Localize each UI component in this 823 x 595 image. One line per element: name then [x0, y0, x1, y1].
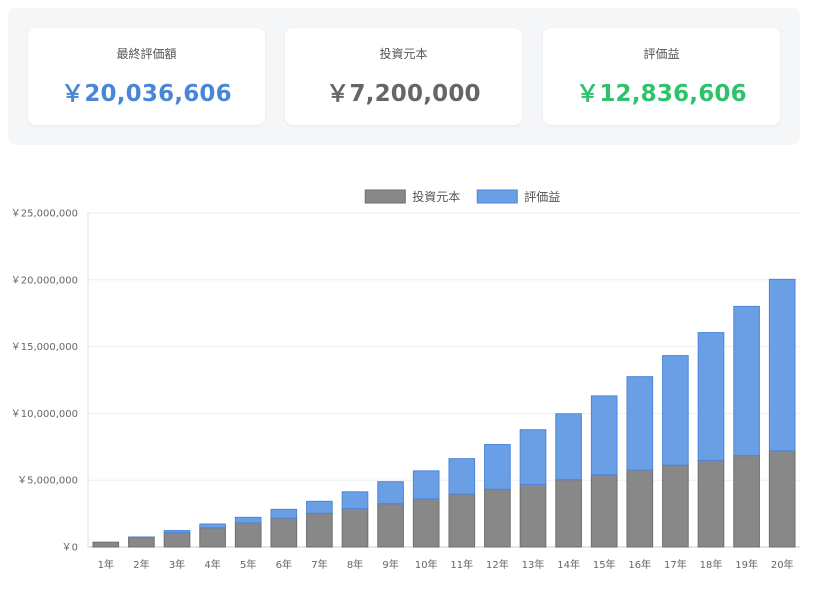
bar-principal — [412, 498, 440, 548]
bar-principal — [626, 469, 654, 548]
x-tick-label: 13年 — [522, 558, 545, 571]
principal-card: 投資元本 ￥7,200,000 — [285, 28, 522, 125]
x-tick-label: 7年 — [311, 558, 327, 571]
final-value-label: 最終評価額 — [116, 47, 177, 61]
bar-gain — [519, 429, 547, 485]
x-tick-label: 20年 — [771, 558, 794, 571]
bar-gain — [484, 444, 511, 490]
x-tick-label: 14年 — [557, 558, 580, 571]
principal-label: 投資元本 — [379, 47, 428, 61]
bar-principal — [519, 483, 547, 548]
x-tick-label: 11年 — [450, 558, 473, 571]
y-tick-label: ￥25,000,000 — [11, 209, 78, 220]
gain-label: 評価益 — [643, 47, 680, 61]
x-tick-label: 18年 — [700, 558, 723, 571]
legend-label-gain: 評価益 — [524, 189, 560, 204]
bar-principal — [484, 488, 511, 548]
legend-swatch-gain — [476, 189, 518, 204]
x-tick-label: 1年 — [98, 558, 114, 571]
final-value-amount: ￥20,036,606 — [61, 81, 232, 107]
x-tick-label: 2年 — [133, 558, 149, 571]
bar-principal — [92, 541, 120, 548]
bar-gain — [412, 470, 440, 500]
bar-gain — [768, 278, 796, 452]
bar-gain — [626, 376, 654, 471]
bar-gain — [733, 305, 760, 457]
bar-gain — [163, 530, 191, 534]
bar-principal — [270, 517, 298, 548]
y-tick-label: ￥5,000,000 — [17, 476, 78, 487]
x-tick-label: 19年 — [735, 558, 758, 571]
bar-principal — [555, 479, 582, 548]
bar-principal — [662, 464, 689, 548]
x-tick-label: 10年 — [415, 558, 438, 571]
bar-principal — [306, 512, 333, 548]
bar-gain — [697, 332, 725, 461]
bar-principal — [448, 493, 476, 548]
stacked-bar-chart: ￥0 ￥5,000,000 ￥10,000,000 ￥15,000,000 ￥20,00… — [11, 189, 800, 571]
bar-principal — [341, 508, 369, 548]
bar-principal — [128, 536, 155, 548]
x-tick-label: 4年 — [204, 558, 220, 571]
bar-gain — [555, 413, 582, 481]
bar-principal — [234, 522, 262, 548]
bar-principal — [733, 455, 760, 548]
bar-principal — [697, 459, 725, 548]
y-tick-label: ￥20,000,000 — [11, 275, 78, 286]
x-tick-label: 12年 — [486, 558, 509, 571]
y-tick-label: ￥15,000,000 — [11, 342, 78, 353]
gain-card: 評価益 ￥12,836,606 — [543, 28, 780, 125]
bar-gain — [234, 516, 262, 524]
gain-amount: ￥12,836,606 — [576, 81, 747, 107]
y-tick-label: ￥0 — [62, 543, 78, 554]
final-value-card: 最終評価額 ￥20,036,606 — [28, 28, 265, 125]
x-tick-label: 15年 — [593, 558, 616, 571]
bar-principal — [163, 532, 191, 548]
bar-gain — [590, 395, 618, 476]
bar-gain — [448, 458, 476, 495]
summary-panel: 最終評価額 ￥20,036,606 投資元本 ￥7,200,000 評価益 ￥1… — [8, 8, 800, 145]
x-tick-label: 16年 — [628, 558, 651, 571]
bar-principal — [377, 503, 404, 548]
bar-principal — [199, 527, 226, 548]
legend-swatch-principal — [364, 189, 406, 204]
x-tick-label: 8年 — [347, 558, 363, 571]
bar-gain — [306, 500, 333, 514]
bar-gain — [341, 491, 369, 510]
y-tick-label: ￥10,000,000 — [11, 409, 78, 420]
x-tick-label: 6年 — [276, 558, 292, 571]
bar-gain — [662, 355, 689, 466]
bar-gain — [270, 508, 298, 519]
x-tick-label: 3年 — [169, 558, 185, 571]
x-tick-label: 17年 — [664, 558, 687, 571]
bar-principal — [768, 450, 796, 548]
x-tick-label: 5年 — [240, 558, 256, 571]
x-tick-label: 9年 — [382, 558, 398, 571]
legend-label-principal: 投資元本 — [412, 189, 460, 204]
principal-amount: ￥7,200,000 — [326, 81, 481, 107]
bar-gain — [199, 523, 226, 529]
bar-gain — [377, 481, 404, 505]
bar-principal — [590, 474, 618, 548]
